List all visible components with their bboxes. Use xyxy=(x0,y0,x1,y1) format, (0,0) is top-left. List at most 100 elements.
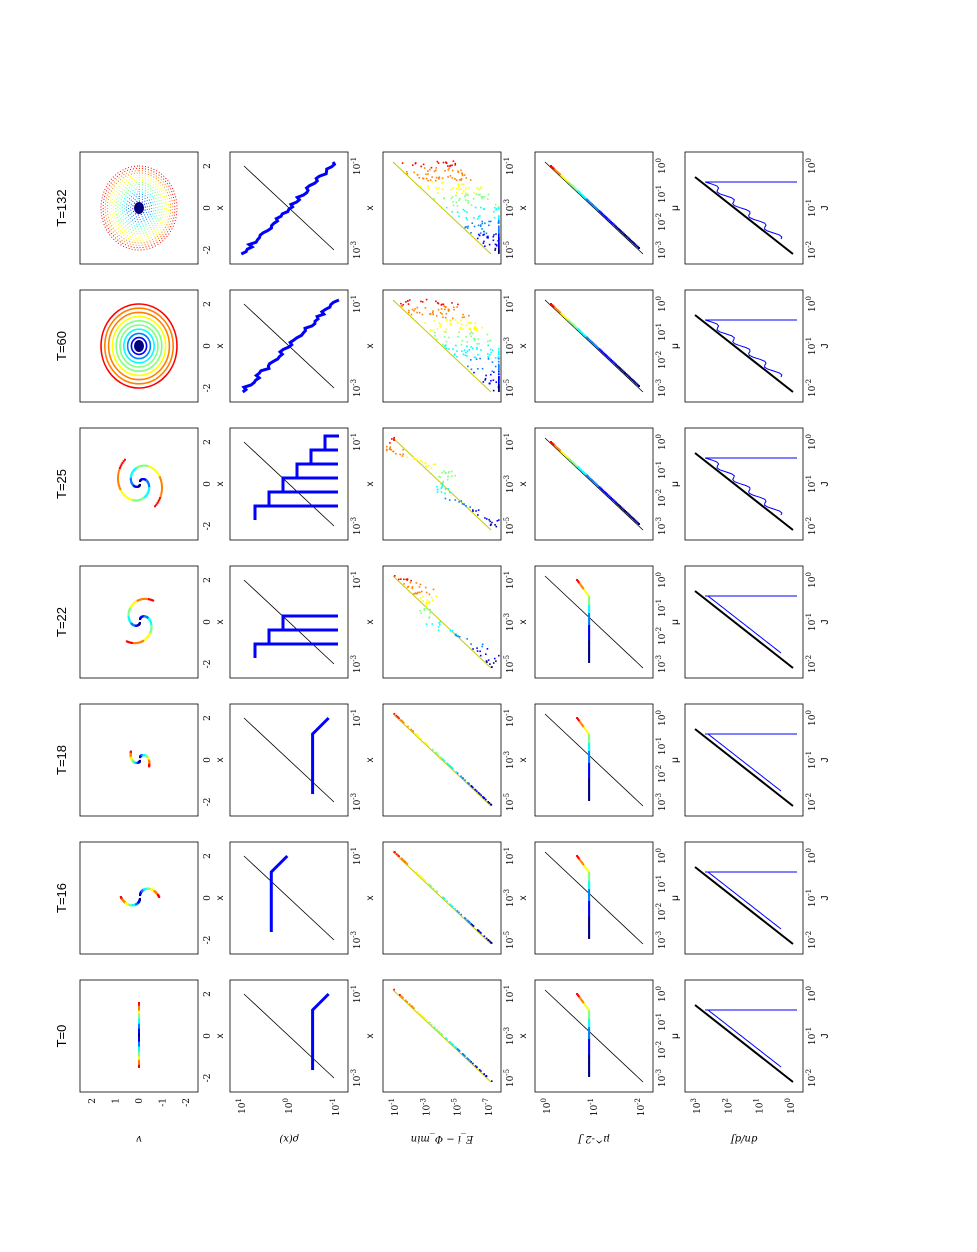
data-point xyxy=(454,162,457,165)
y-tick-label: 101 xyxy=(753,1098,766,1114)
data-point xyxy=(451,211,453,213)
panel-energy-6: 10-5 10-3 10-1 x xyxy=(382,151,529,265)
x-axis-label: x xyxy=(518,344,529,349)
x-tick-label: 100 xyxy=(655,158,668,174)
data-point xyxy=(402,721,405,724)
data-point xyxy=(479,654,482,657)
x-tick-label: 10-2 xyxy=(805,241,818,259)
orbit-ring xyxy=(126,332,152,360)
x-tick-label: 10-2 xyxy=(805,517,818,535)
x-tick-label: -2 xyxy=(203,798,213,807)
data-point xyxy=(495,381,498,383)
data-point xyxy=(138,1023,140,1026)
data-point xyxy=(431,311,434,314)
data-point xyxy=(431,748,434,751)
data-point xyxy=(449,175,452,177)
data-point xyxy=(442,482,444,484)
data-point xyxy=(117,481,120,484)
data-point xyxy=(422,600,424,602)
data-point xyxy=(476,346,478,349)
reference-line xyxy=(392,575,492,669)
data-point xyxy=(484,245,486,247)
y-tick-label: -1 xyxy=(159,1098,169,1107)
data-point xyxy=(498,387,500,390)
data-point xyxy=(437,308,440,311)
panel-energy-0: 10-5 10-3 10-1 x xyxy=(382,979,529,1093)
orbit-ring xyxy=(117,184,161,232)
x-tick-label: 10-1 xyxy=(503,157,516,175)
data-point xyxy=(487,938,489,941)
x-tick-label: -2 xyxy=(203,522,213,531)
data-point xyxy=(576,855,579,857)
data-point xyxy=(423,167,426,169)
orbit-ring xyxy=(125,193,153,223)
data-point xyxy=(456,205,459,207)
data-point xyxy=(449,319,451,322)
data-point xyxy=(446,319,448,321)
data-point xyxy=(490,379,492,382)
data-point xyxy=(448,499,451,501)
x-tick-label: 10-2 xyxy=(655,903,668,921)
panel-distribution-6: 10-2 10-1 100 J xyxy=(684,151,831,265)
data-point xyxy=(483,935,486,938)
x-tick-label: 100 xyxy=(805,296,818,312)
x-axis-label: μ xyxy=(670,895,681,901)
panel-frame xyxy=(684,841,804,955)
data-point xyxy=(466,919,469,922)
x-axis-label: x xyxy=(215,758,226,763)
data-point xyxy=(476,187,479,189)
reference-line xyxy=(243,717,335,803)
data-point xyxy=(443,470,446,473)
data-point xyxy=(447,165,449,167)
data-point xyxy=(458,215,460,218)
data-point xyxy=(393,988,395,991)
x-axis-label: J xyxy=(820,896,831,901)
data-point xyxy=(464,210,466,212)
data-point xyxy=(465,226,467,228)
x-tick-label: 10-3 xyxy=(503,613,516,631)
data-point xyxy=(489,220,492,223)
x-axis-label: x xyxy=(365,1034,376,1039)
data-point xyxy=(465,177,468,179)
x-axis-label: x xyxy=(518,758,529,763)
data-point xyxy=(492,389,495,392)
data-point xyxy=(473,327,476,329)
data-point xyxy=(441,188,444,191)
data-point xyxy=(485,374,487,377)
x-tick-label: 10-1 xyxy=(503,847,516,865)
data-point xyxy=(425,298,428,301)
data-point xyxy=(123,458,126,461)
x-tick-label: 100 xyxy=(805,434,818,450)
data-point xyxy=(408,1003,411,1005)
data-point xyxy=(117,483,120,486)
x-tick-label: 10-2 xyxy=(655,765,668,783)
data-point xyxy=(400,995,403,997)
data-point xyxy=(497,221,500,224)
density-curve xyxy=(311,992,330,1070)
data-point xyxy=(392,450,394,453)
data-point xyxy=(447,475,449,478)
data-point xyxy=(396,853,398,855)
data-point xyxy=(476,647,478,649)
x-tick-label: 10-1 xyxy=(350,433,363,451)
data-point xyxy=(427,600,430,603)
data-point xyxy=(494,524,496,526)
data-point xyxy=(468,348,471,351)
x-tick-label: 100 xyxy=(655,434,668,450)
data-point xyxy=(450,470,453,473)
data-point xyxy=(468,1058,470,1061)
data-point xyxy=(451,169,454,172)
data-point xyxy=(488,220,490,223)
data-point xyxy=(138,1015,140,1018)
reference-line xyxy=(694,314,794,393)
panel-frame xyxy=(684,979,804,1093)
data-point xyxy=(118,468,121,471)
reference-line xyxy=(694,452,794,531)
x-axis-label: J xyxy=(820,758,831,763)
data-point xyxy=(413,456,415,459)
data-point xyxy=(498,519,500,521)
data-point xyxy=(400,578,402,580)
data-point xyxy=(495,244,498,247)
data-point xyxy=(483,233,485,236)
data-point xyxy=(485,937,488,940)
